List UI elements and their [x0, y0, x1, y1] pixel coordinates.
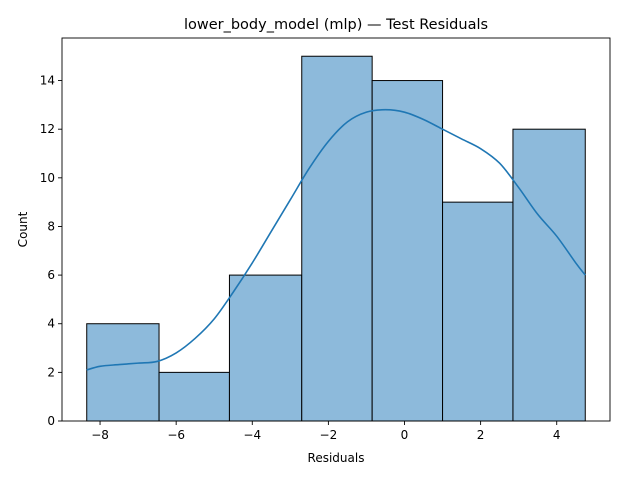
plot-area: −8 −6 −4 −2 0 2 4 0 2 4 6 8 10 12 14 — [40, 37, 611, 442]
y-tick-label-0: 0 — [47, 414, 55, 428]
histogram-bar-0 — [86, 323, 160, 422]
y-tick-label-3: 6 — [47, 268, 55, 282]
histogram-bar-5 — [442, 201, 514, 422]
histogram-bar-1 — [158, 371, 230, 422]
x-tick-label-3: −2 — [320, 428, 338, 442]
y-tick-label-5: 10 — [40, 171, 55, 185]
x-tick-label-1: −6 — [167, 428, 185, 442]
histogram-bar-6 — [512, 128, 586, 422]
x-axis-label: Residuals — [308, 451, 365, 465]
chart-title: lower_body_model (mlp) — Test Residuals — [184, 17, 488, 33]
x-tick-label-6: 4 — [553, 428, 561, 442]
y-tick-label-7: 14 — [40, 74, 55, 88]
kde-line — [86, 108, 586, 371]
x-tick-label-0: −8 — [91, 428, 109, 442]
x-tick-label-4: 0 — [401, 428, 409, 442]
axes-frame — [61, 37, 611, 422]
y-axis-label: Count — [16, 211, 30, 247]
y-tick-label-1: 2 — [47, 365, 55, 379]
y-tick-label-6: 12 — [40, 122, 55, 136]
y-tick-label-2: 4 — [47, 317, 55, 331]
histogram-bar-4 — [371, 80, 444, 422]
histogram-bar-2 — [228, 274, 303, 422]
histogram-bar-3 — [301, 55, 373, 422]
x-tick-label-5: 2 — [477, 428, 485, 442]
x-tick-label-2: −4 — [243, 428, 261, 442]
y-tick-label-4: 8 — [47, 219, 55, 233]
